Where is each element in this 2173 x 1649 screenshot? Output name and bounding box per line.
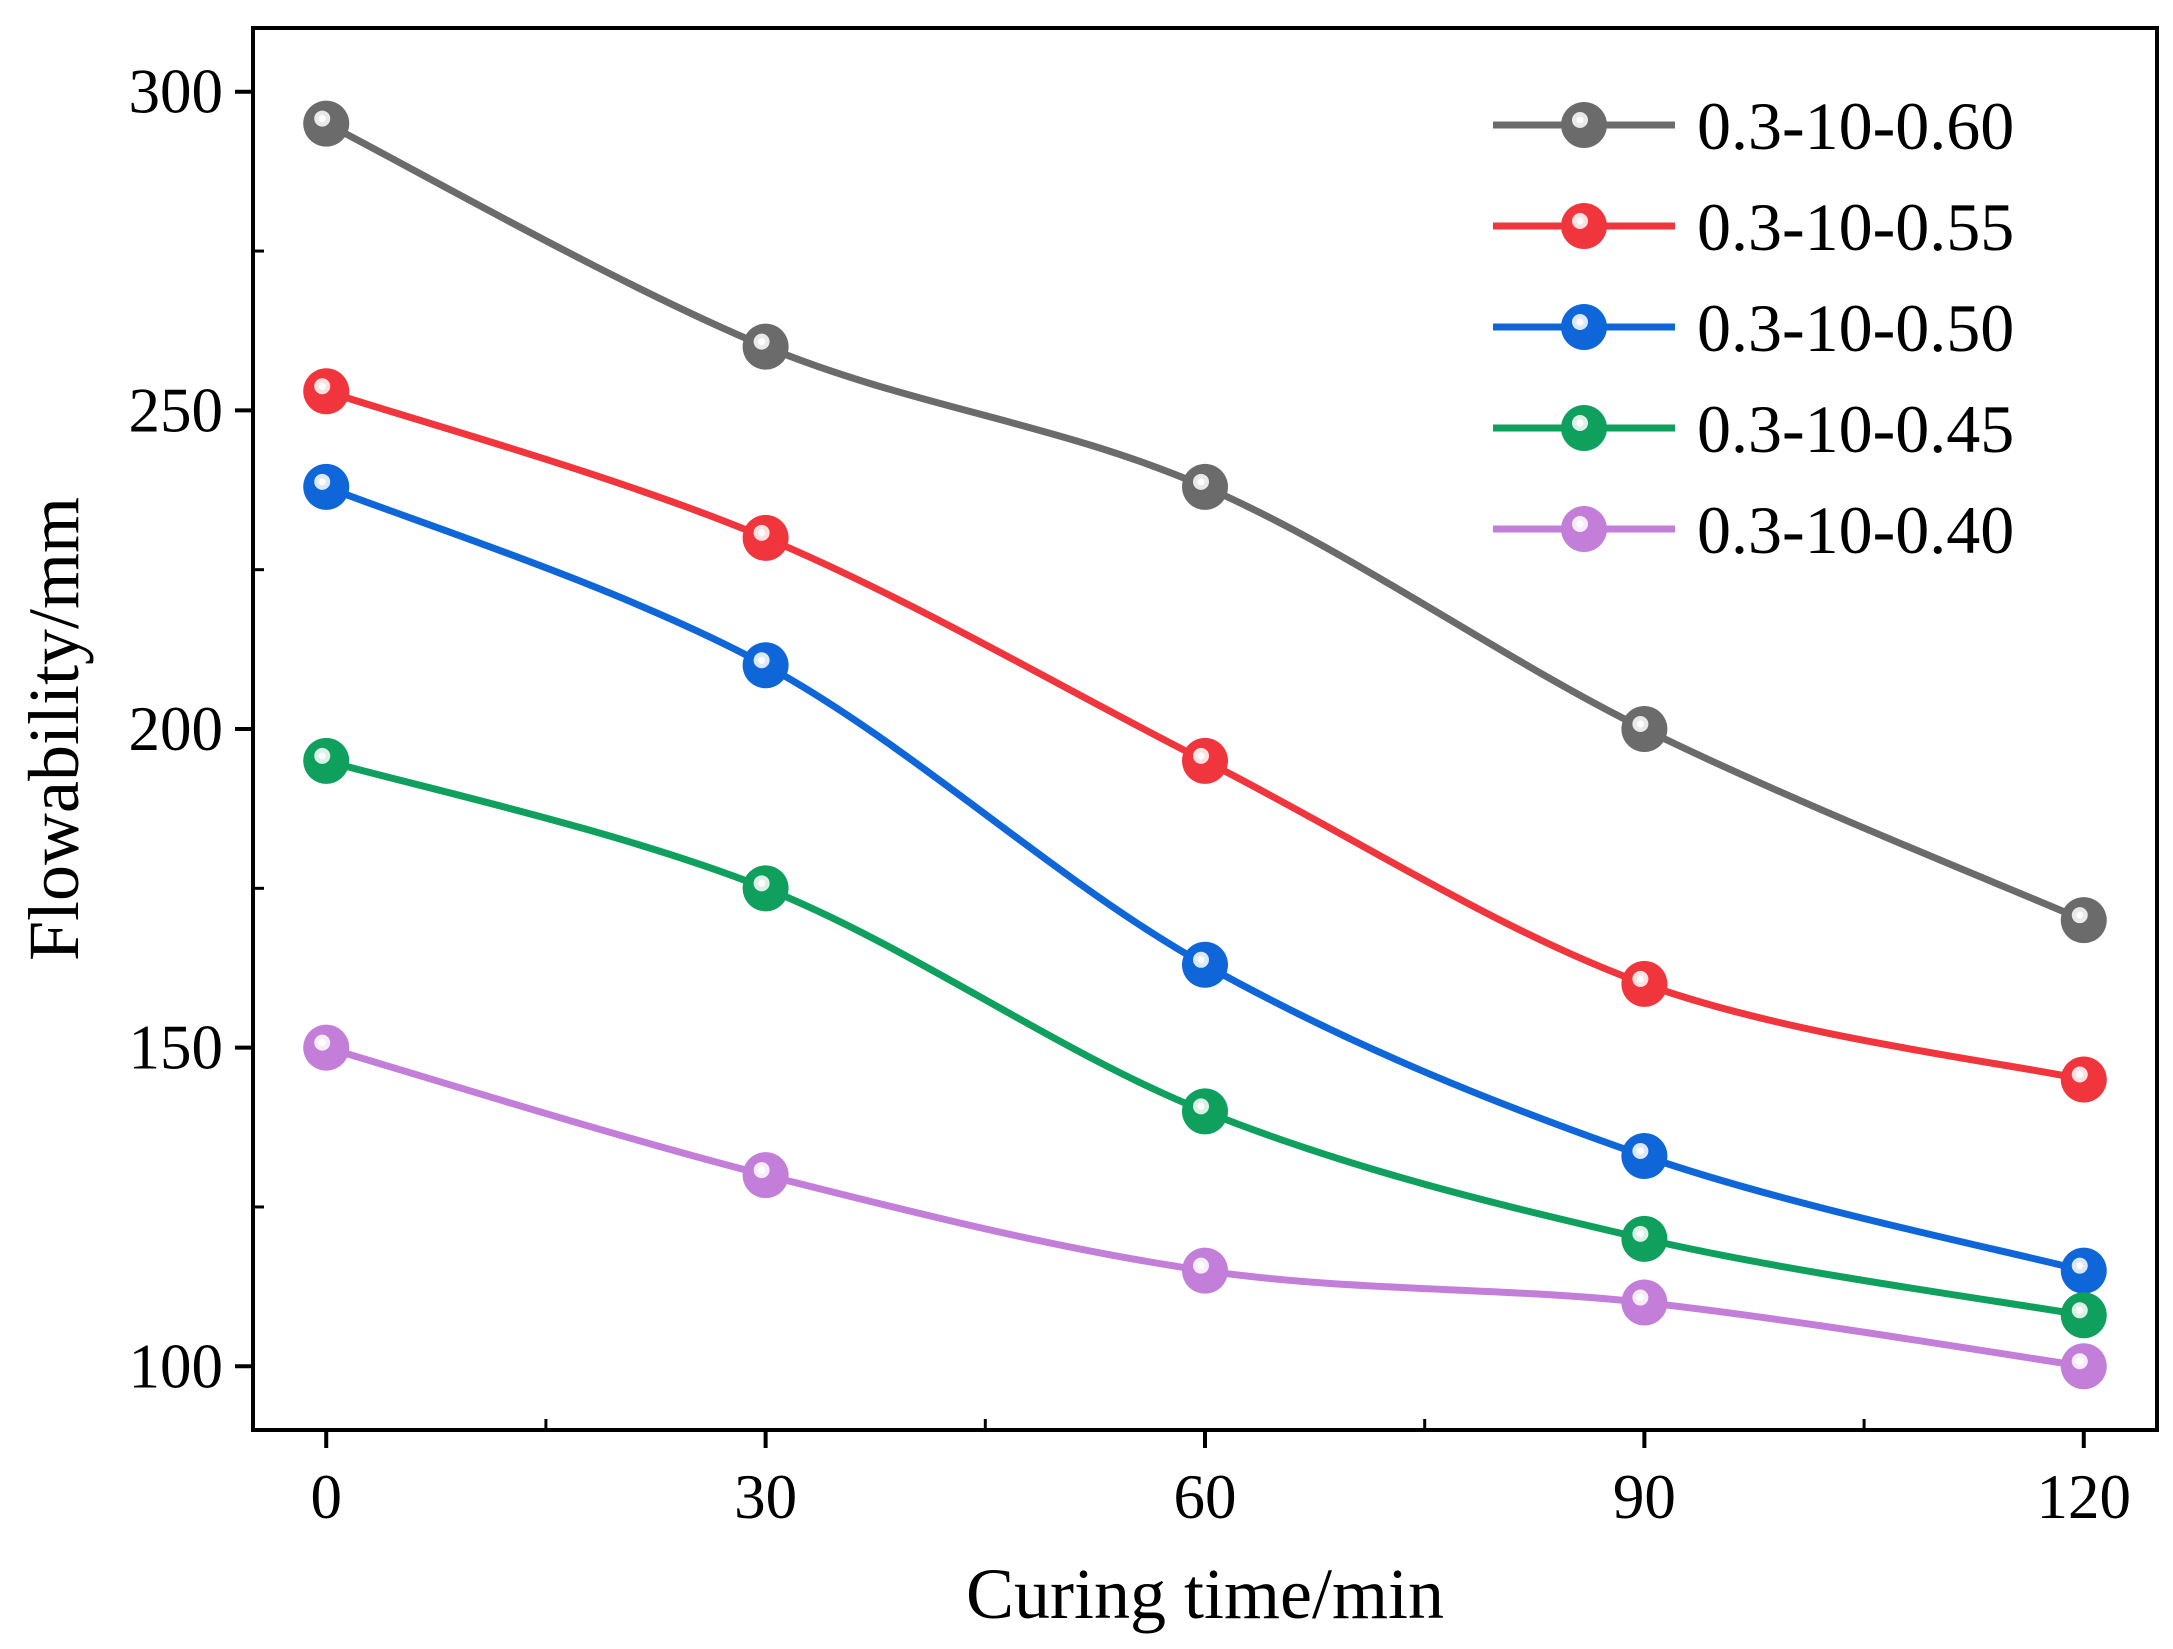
data-point [742,865,789,912]
legend-marker-shine [1576,419,1584,427]
series-1 [303,368,2107,1103]
y-axis-title: Flowability/mm [14,497,94,961]
data-point [1182,941,1228,988]
legend-item: 0.3-10-0.45 [1493,391,2014,467]
data-point [742,1152,789,1199]
data-point [2060,897,2107,944]
data-point [303,737,350,784]
data-point [1182,463,1228,510]
y-tick-label: 200 [129,694,224,764]
x-tick-label: 0 [310,1462,342,1532]
data-point-shine [758,529,766,537]
legend-marker [1561,506,1607,552]
data-point-shine [1197,956,1205,964]
series-layer [303,100,2107,1390]
series-4 [303,1024,2107,1390]
data-point-shine [2076,1306,2084,1314]
data-point-shine [1636,1294,1644,1302]
legend-label: 0.3-10-0.55 [1697,189,2014,265]
series-2 [303,463,2107,1294]
data-point [1182,737,1228,784]
legend-marker-shine [1576,217,1584,225]
data-point [1621,1132,1668,1179]
data-point [2060,1056,2107,1103]
legend-label: 0.3-10-0.50 [1697,290,2014,366]
data-point-shine [2076,911,2084,919]
x-tick-label: 120 [2037,1462,2132,1532]
data-point-shine [758,1166,766,1174]
data-point-shine [1197,478,1205,486]
y-tick-label: 100 [129,1331,224,1401]
legend-marker-shine [1576,116,1584,124]
series-0 [303,100,2107,944]
legend-label: 0.3-10-0.40 [1697,492,2014,568]
legend: 0.3-10-0.60 0.3-10-0.55 0.3-10-0.50 0.3-10-… [1493,88,2014,568]
legend-marker [1561,102,1607,148]
data-point [1621,706,1668,752]
series-line [322,757,2088,1319]
data-point [2060,1343,2107,1390]
data-point [303,368,350,415]
data-point [1182,1088,1228,1135]
data-point-shine [2076,1357,2084,1365]
data-point [2060,1292,2107,1339]
data-point-shine [318,1039,326,1047]
data-point-shine [758,338,766,346]
data-point [1182,1247,1228,1294]
legend-marker-shine [1576,520,1584,528]
legend-item: 0.3-10-0.55 [1493,189,2014,265]
data-point-shine [758,656,766,664]
data-point-shine [318,115,326,123]
data-point [742,642,789,689]
legend-item: 0.3-10-0.60 [1493,88,2014,164]
data-point-shine [1636,975,1644,983]
data-point [1621,1215,1668,1262]
data-point-shine [318,752,326,760]
legend-item: 0.3-10-0.40 [1493,492,2014,568]
y-tick-label: 300 [129,57,224,127]
data-point [1621,1279,1668,1326]
legend-marker [1561,304,1607,350]
data-point [303,1024,350,1071]
data-point-shine [2076,1071,2084,1078]
data-point-shine [1197,752,1205,760]
axes-layer: 0 30 60 90 120 100 150 200 250 300 [129,57,2132,1532]
data-point-shine [2076,1262,2084,1270]
y-tick-label: 250 [129,375,224,445]
legend-label: 0.3-10-0.45 [1697,391,2014,467]
legend-label: 0.3-10-0.60 [1697,88,2014,164]
data-point [303,463,350,510]
series-3 [303,737,2107,1339]
y-tick-label: 150 [129,1013,224,1083]
data-point-shine [1197,1262,1205,1270]
data-point-shine [318,382,326,390]
series-line [322,483,2088,1275]
data-point-shine [1636,1230,1644,1238]
data-point [303,100,350,147]
legend-marker-shine [1576,318,1584,326]
data-point-shine [758,879,766,887]
data-point-shine [1636,720,1644,728]
data-point [2060,1247,2107,1294]
data-point-shine [318,478,326,486]
data-point [742,514,789,561]
data-point-shine [1197,1102,1205,1110]
x-tick-label: 30 [734,1462,797,1532]
x-tick-label: 90 [1613,1462,1676,1532]
legend-item: 0.3-10-0.50 [1493,290,2014,366]
x-tick-label: 60 [1174,1462,1237,1532]
x-axis-title: Curing time/min [966,1554,1444,1634]
data-point [1621,960,1668,1007]
legend-marker [1561,405,1607,451]
data-point-shine [1636,1147,1644,1155]
legend-marker [1561,203,1607,249]
data-point [742,323,789,370]
